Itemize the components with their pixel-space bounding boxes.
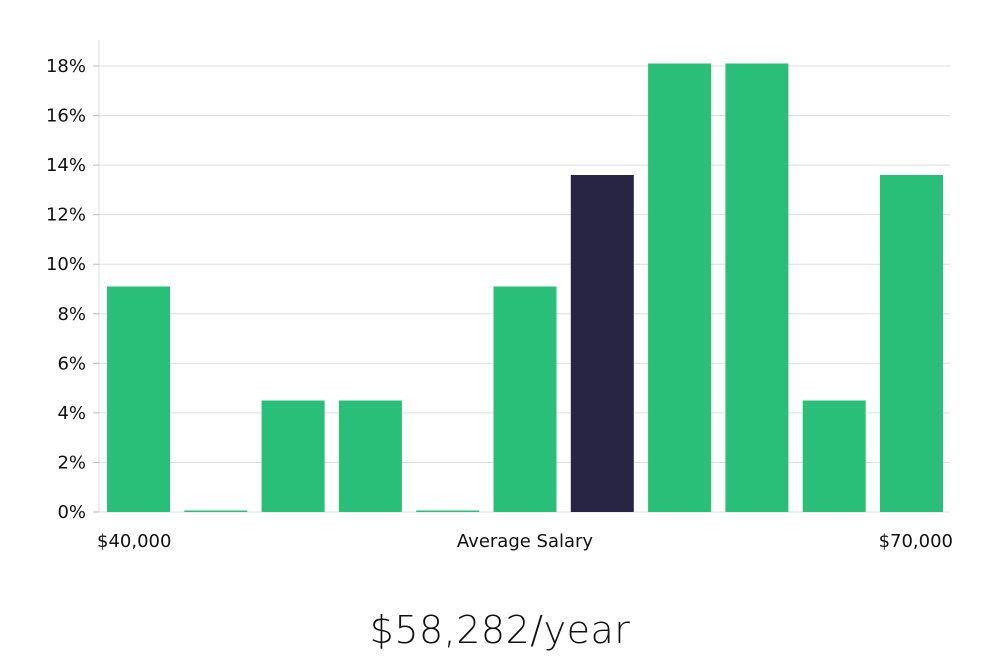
y-tick-label: 10% [46, 254, 86, 275]
y-tick-label: 16% [46, 106, 86, 127]
y-tick-label: 8% [57, 304, 86, 325]
y-tick-label: 18% [46, 56, 86, 77]
y-tick-label: 4% [57, 403, 86, 424]
x-axis-title: Average Salary [457, 531, 594, 552]
y-tick-label: 14% [46, 155, 86, 176]
bar [493, 286, 557, 512]
salary-histogram-chart: 0% 2% 4% 6% 8% 10% 12% 14% 16% 18% $40,000 Averag… [46, 40, 953, 552]
bar [880, 175, 943, 512]
average-salary-headline: $58,282/year [369, 608, 631, 652]
bar [184, 510, 248, 512]
bars [107, 63, 943, 512]
bar [416, 510, 480, 512]
y-tick-label: 12% [46, 205, 86, 226]
bar [725, 63, 789, 512]
bar [107, 286, 170, 512]
bar [802, 400, 866, 512]
y-tick-label: 2% [57, 452, 86, 473]
x-label-min: $40,000 [97, 531, 171, 552]
x-label-max: $70,000 [879, 531, 953, 552]
bar [338, 400, 402, 512]
bar [261, 400, 325, 512]
y-tick-label: 6% [57, 353, 86, 374]
bar [648, 63, 712, 512]
y-tick-labels: 0% 2% 4% 6% 8% 10% 12% 14% 16% 18% [46, 56, 99, 523]
y-tick-label: 0% [57, 502, 86, 523]
bar-highlighted [570, 175, 634, 512]
